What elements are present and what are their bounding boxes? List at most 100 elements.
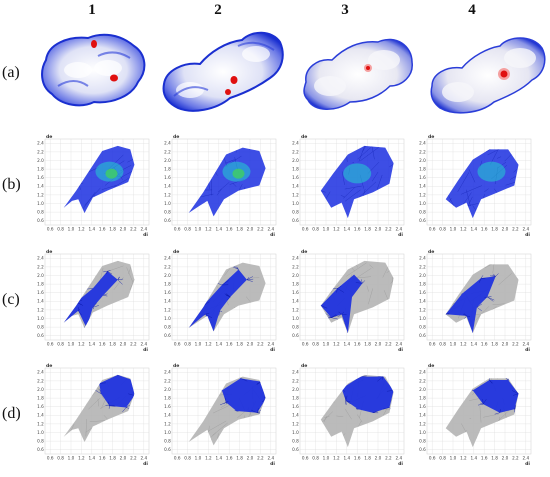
contact-region (341, 376, 394, 413)
x-tick-label: 2.4 (395, 227, 402, 232)
x-tick-label: 0.8 (184, 342, 191, 347)
x-tick-label: 1.6 (481, 456, 488, 461)
x-tick-label: 1.4 (88, 456, 95, 461)
hirshfeld-surface-1 (41, 33, 146, 107)
x-tick-label: 1.6 (226, 456, 233, 461)
x-axis-label: di (143, 347, 148, 351)
fingerprint-plot-b1: 2.42.22.01.81.61.41.21.00.80.60.6 0.8 1.0 1… (37, 134, 150, 236)
x-tick-label: 0.8 (439, 342, 446, 347)
contact-region (188, 269, 247, 332)
x-tick-label: 1.6 (99, 342, 106, 347)
x-tick-label: 0.6 (47, 227, 54, 232)
x-axis-label: di (398, 232, 403, 236)
y-tick-label: 1.6 (164, 404, 171, 409)
y-tick-label: 1.8 (419, 167, 426, 172)
y-tick-label: 2.2 (292, 264, 299, 269)
y-tick-label: 2.4 (292, 370, 299, 375)
fingerprint-plot-c2: 2.42.22.01.81.61.41.21.00.80.60.6 0.8 1.0 1… (164, 249, 277, 351)
x-tick-label: 2.0 (247, 227, 254, 232)
column-header-4: 4 (468, 2, 476, 18)
y-tick-label: 1.8 (419, 282, 426, 287)
y-tick-label: 1.0 (37, 201, 44, 206)
y-axis-label: de (46, 363, 52, 369)
x-tick-label: 0.8 (439, 227, 446, 232)
x-tick-label: 1.4 (215, 227, 222, 232)
y-tick-label: 1.2 (292, 192, 299, 197)
y-axis-label: de (173, 134, 179, 140)
y-tick-label: 0.8 (37, 325, 44, 330)
y-tick-label: 0.6 (292, 447, 299, 452)
x-tick-label: 0.8 (57, 342, 64, 347)
y-tick-label: 1.2 (164, 192, 171, 197)
y-tick-label: 1.6 (292, 290, 299, 295)
x-tick-label: 0.6 (47, 456, 54, 461)
x-tick-label: 0.6 (429, 342, 436, 347)
y-tick-label: 0.6 (419, 447, 426, 452)
x-tick-label: 2.2 (385, 456, 392, 461)
y-tick-label: 1.8 (37, 396, 44, 401)
y-tick-label: 1.0 (37, 430, 44, 435)
x-tick-label: 1.2 (205, 456, 212, 461)
y-tick-label: 2.2 (164, 264, 171, 269)
x-tick-label: 1.4 (88, 342, 95, 347)
y-tick-label: 1.2 (292, 421, 299, 426)
y-tick-label: 2.2 (292, 149, 299, 154)
y-tick-label: 0.8 (164, 325, 171, 330)
x-tick-label: 1.4 (343, 456, 350, 461)
x-tick-label: 1.0 (323, 227, 330, 232)
y-tick-label: 1.6 (419, 404, 426, 409)
x-tick-label: 1.8 (491, 227, 498, 232)
y-tick-label: 1.4 (419, 299, 426, 304)
y-axis-label: de (428, 249, 434, 255)
x-tick-label: 2.2 (385, 342, 392, 347)
density-spot (343, 163, 372, 184)
x-tick-label: 0.8 (184, 456, 191, 461)
y-tick-label: 0.6 (164, 333, 171, 338)
x-tick-label: 0.6 (429, 456, 436, 461)
contact-region (221, 378, 266, 413)
y-axis-label: de (173, 249, 179, 255)
fingerprint-area (63, 145, 135, 213)
x-tick-label: 1.6 (481, 227, 488, 232)
y-tick-label: 2.4 (37, 141, 44, 146)
x-axis-label: di (525, 461, 530, 465)
y-tick-label: 0.6 (419, 333, 426, 338)
y-tick-label: 0.8 (164, 210, 171, 215)
y-tick-label: 1.8 (292, 167, 299, 172)
y-tick-label: 2.4 (292, 256, 299, 261)
y-axis-label: de (301, 363, 307, 369)
x-tick-label: 1.2 (78, 227, 85, 232)
fingerprint-plot-c4: 2.42.22.01.81.61.41.21.00.80.60.6 0.8 1.0 1… (419, 249, 532, 351)
x-tick-label: 1.8 (236, 342, 243, 347)
x-tick-label: 2.4 (140, 456, 147, 461)
y-tick-label: 1.4 (37, 184, 44, 189)
x-tick-label: 1.6 (481, 342, 488, 347)
x-tick-label: 1.2 (205, 342, 212, 347)
y-tick-label: 1.2 (419, 421, 426, 426)
x-tick-label: 2.2 (512, 227, 519, 232)
y-tick-label: 0.8 (419, 439, 426, 444)
x-tick-label: 0.6 (302, 456, 309, 461)
y-tick-label: 2.0 (37, 273, 44, 278)
y-tick-label: 1.8 (37, 282, 44, 287)
y-tick-label: 1.2 (292, 307, 299, 312)
row-label-a: (a) (2, 64, 20, 81)
x-tick-label: 2.0 (120, 456, 127, 461)
x-tick-label: 1.6 (99, 456, 106, 461)
y-tick-label: 2.2 (164, 149, 171, 154)
y-tick-label: 2.2 (37, 378, 44, 383)
x-tick-label: 1.6 (226, 227, 233, 232)
x-tick-label: 1.4 (343, 227, 350, 232)
x-tick-label: 2.2 (512, 456, 519, 461)
y-axis-label: de (428, 363, 434, 369)
x-tick-label: 0.6 (174, 342, 181, 347)
x-tick-label: 1.0 (323, 456, 330, 461)
contact-region (472, 380, 519, 413)
y-tick-label: 1.4 (419, 413, 426, 418)
x-tick-label: 0.8 (312, 342, 319, 347)
y-tick-label: 2.0 (164, 273, 171, 278)
y-tick-label: 2.4 (419, 370, 426, 375)
x-tick-label: 2.4 (522, 342, 529, 347)
x-tick-label: 0.6 (302, 227, 309, 232)
column-header-3: 3 (341, 2, 349, 18)
